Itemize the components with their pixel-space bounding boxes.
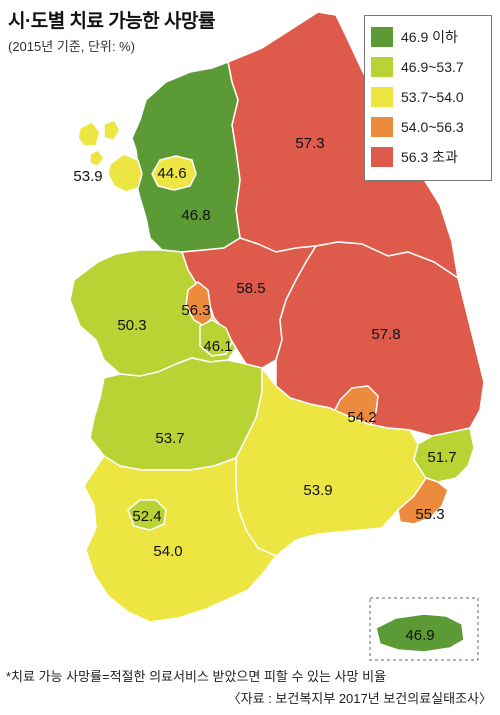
map-title: 시·도별 치료 가능한 사망률 xyxy=(8,11,215,32)
legend-item: 53.7~54.0 xyxy=(371,82,485,112)
label-chungbuk: 58.5 xyxy=(236,280,265,297)
region-ulsan xyxy=(413,427,475,483)
label-gangwon: 57.3 xyxy=(295,135,324,152)
region-jeonnam xyxy=(83,455,277,623)
label-gyeongnam: 53.9 xyxy=(303,482,332,499)
legend-label: 54.0~56.3 xyxy=(401,119,464,135)
map-subtitle: (2015년 기준, 단위: %) xyxy=(8,39,135,54)
map-legend: 46.9 이하 46.9~53.7 53.7~54.0 54.0~56.3 56… xyxy=(364,15,492,181)
region-jeju xyxy=(375,613,465,653)
legend-item: 56.3 초과 xyxy=(371,142,485,172)
label-jeonnam: 54.0 xyxy=(153,543,182,560)
legend-label: 56.3 초과 xyxy=(401,149,458,165)
region-incheon-island-1 xyxy=(77,121,101,147)
jeju-inset-box xyxy=(369,597,479,661)
label-daejeon: 46.1 xyxy=(203,338,232,355)
label-sejong: 56.3 xyxy=(181,302,210,319)
label-jeonbuk: 53.7 xyxy=(155,430,184,447)
legend-label: 46.9~53.7 xyxy=(401,59,464,75)
legend-swatch xyxy=(371,87,393,107)
legend-item: 46.9~53.7 xyxy=(371,52,485,82)
legend-item: 54.0~56.3 xyxy=(371,112,485,142)
region-daejeon xyxy=(199,319,233,357)
region-busan xyxy=(397,477,449,525)
label-ulsan: 51.7 xyxy=(427,449,456,466)
legend-swatch xyxy=(371,117,393,137)
legend-swatch xyxy=(371,27,393,47)
region-incheon-island-2 xyxy=(103,119,121,141)
footnote: *치료 가능 사망률=적절한 의료서비스 받았으면 피할 수 있는 사망 비율 xyxy=(6,669,387,684)
label-seoul: 44.6 xyxy=(157,165,186,182)
label-chungnam: 50.3 xyxy=(117,317,146,334)
label-jeju: 46.9 xyxy=(405,627,434,644)
label-gyeonggi: 46.8 xyxy=(181,207,210,224)
region-seoul xyxy=(151,155,197,191)
label-busan: 55.3 xyxy=(415,506,444,523)
region-gwangju xyxy=(127,499,167,531)
label-gwangju: 52.4 xyxy=(132,508,161,525)
region-incheon xyxy=(107,153,143,193)
region-sejong xyxy=(185,281,213,327)
legend-label: 53.7~54.0 xyxy=(401,89,464,105)
region-jeonbuk xyxy=(89,357,263,471)
legend-label: 46.9 이하 xyxy=(401,29,458,45)
label-incheon: 53.9 xyxy=(73,168,102,185)
label-gyeongbuk: 57.8 xyxy=(371,326,400,343)
label-daegu: 54.2 xyxy=(347,409,376,426)
legend-swatch xyxy=(371,57,393,77)
legend-item: 46.9 이하 xyxy=(371,22,485,52)
legend-swatch xyxy=(371,147,393,167)
region-incheon-island-3 xyxy=(89,149,105,167)
source-note: 〈자료 : 보건복지부 2017년 보건의료실태조사〉 xyxy=(227,691,492,706)
